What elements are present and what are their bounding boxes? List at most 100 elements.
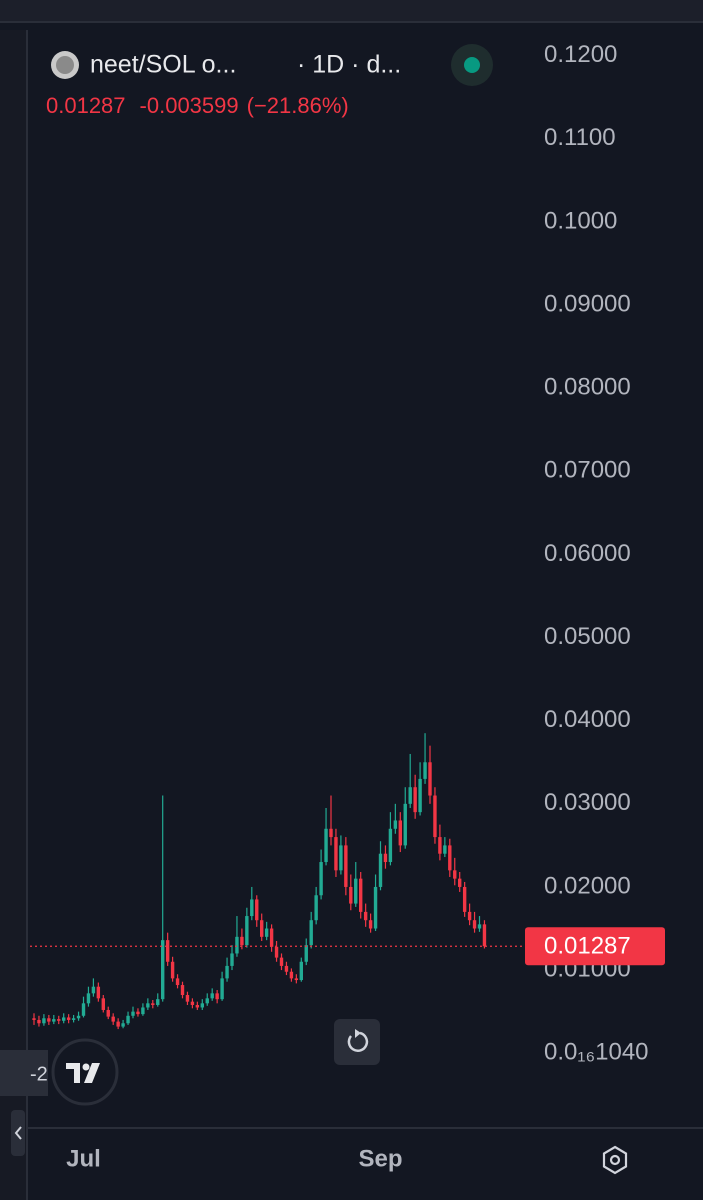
candle-body <box>438 837 442 854</box>
symbol-icon-face <box>56 56 74 74</box>
left-strip <box>0 30 26 1200</box>
candle-body <box>299 961 303 981</box>
candle-body <box>339 845 343 871</box>
candle-body <box>423 762 427 779</box>
candle-body <box>52 1019 56 1022</box>
reset-button[interactable] <box>334 1019 380 1065</box>
candle-body <box>408 787 412 804</box>
candle-body <box>279 957 284 966</box>
candle-body <box>170 961 175 979</box>
candle-body <box>403 803 407 846</box>
status-dot <box>464 57 480 73</box>
collapse-button[interactable] <box>11 1110 25 1156</box>
candle-body <box>96 986 101 999</box>
candle-body <box>304 945 308 962</box>
candle-body <box>240 936 244 946</box>
last-price-badge <box>525 927 665 966</box>
candle-body <box>146 1003 150 1008</box>
candle-body <box>453 870 457 879</box>
symbol-title[interactable]: neet/SOL o... <box>90 51 236 79</box>
candle-body <box>428 762 432 796</box>
settings-icon-center <box>609 1154 621 1166</box>
candle-body <box>136 1011 140 1015</box>
candle-body <box>349 886 353 904</box>
candle-body <box>294 978 299 981</box>
candle-body <box>126 1015 130 1024</box>
candle-body <box>66 1017 71 1020</box>
candle-body <box>383 853 388 863</box>
candle-body <box>42 1018 46 1024</box>
interval[interactable]: · 1D · d... <box>297 51 401 79</box>
reset-icon <box>347 1031 369 1052</box>
candle-body <box>368 920 373 929</box>
candle-body <box>76 1015 81 1019</box>
candle-body <box>309 920 313 946</box>
candle-body <box>230 953 234 966</box>
labels: 0.1200 0.1100 0.1000 0.09000 0.08000 0.07000 0… <box>66 41 665 1172</box>
candle-body <box>200 1003 204 1008</box>
candle-body <box>190 1001 195 1005</box>
y-tick-label: 0.06000 <box>544 540 631 567</box>
candle-body <box>264 928 269 937</box>
candle-body <box>289 971 294 979</box>
settings-icon[interactable] <box>602 1145 628 1175</box>
left-scale-label: -2 <box>30 1063 48 1085</box>
candle-body <box>448 845 452 871</box>
candle-body <box>47 1018 51 1022</box>
y-tick-label: 0.07000 <box>544 457 631 484</box>
candle-body <box>81 1003 86 1016</box>
candle-body <box>462 886 467 912</box>
x-tick-label: Sep <box>358 1145 402 1172</box>
candle-body <box>71 1018 76 1020</box>
candle-body <box>215 993 219 1000</box>
candle-body <box>175 978 180 986</box>
candle-body <box>165 940 170 962</box>
candles <box>30 733 525 1030</box>
logo <box>66 1063 100 1083</box>
candle-body <box>443 845 447 854</box>
change: -0.003599 <box>140 93 239 118</box>
last-price-label: 0.01287 <box>544 933 631 960</box>
y-tick-label: 0.05000 <box>544 623 631 650</box>
y-tick-label: 0.1200 <box>544 41 617 68</box>
candle-body <box>245 916 249 946</box>
candle-body <box>477 924 482 929</box>
candle-body <box>334 837 338 871</box>
candle-body <box>101 998 105 1010</box>
candle-body <box>32 1018 36 1020</box>
candle-body <box>116 1021 120 1027</box>
candle-body <box>86 993 91 1004</box>
candle-body <box>314 895 318 921</box>
x-tick-label: Jul <box>66 1145 101 1172</box>
candle-body <box>388 828 393 863</box>
candle-body <box>418 778 422 813</box>
last-value: 0.01287 <box>46 93 126 118</box>
y-tick-label: 0.04000 <box>544 706 631 733</box>
y-tick-label: 0.02000 <box>544 872 631 899</box>
candle-body <box>458 878 462 887</box>
y-tick-label: 0.03000 <box>544 789 631 816</box>
y-tick-label: 0.0₁₆1040 <box>544 1039 649 1066</box>
candle-body <box>62 1017 66 1021</box>
candle-body <box>393 820 398 829</box>
candle-body <box>131 1011 135 1016</box>
candle-body <box>111 1016 115 1022</box>
candle-body <box>151 1003 155 1005</box>
candle-body <box>260 920 264 937</box>
candle-body <box>284 965 289 972</box>
change-percent: (−21.86%) <box>247 93 349 118</box>
candle-body <box>354 878 358 904</box>
candle-body <box>324 828 328 863</box>
candle-body <box>235 936 239 954</box>
candle-body <box>398 820 402 846</box>
candle-body <box>57 1019 61 1021</box>
candle-body <box>91 986 96 994</box>
logo-button[interactable] <box>51 1038 119 1106</box>
candle-body <box>250 899 254 917</box>
logo-dot <box>82 1063 90 1071</box>
candle-body <box>363 911 368 921</box>
y-tick-label: 0.1000 <box>544 207 617 234</box>
candle-body <box>185 995 190 1002</box>
y-tick-label: 0.1100 <box>544 124 616 151</box>
